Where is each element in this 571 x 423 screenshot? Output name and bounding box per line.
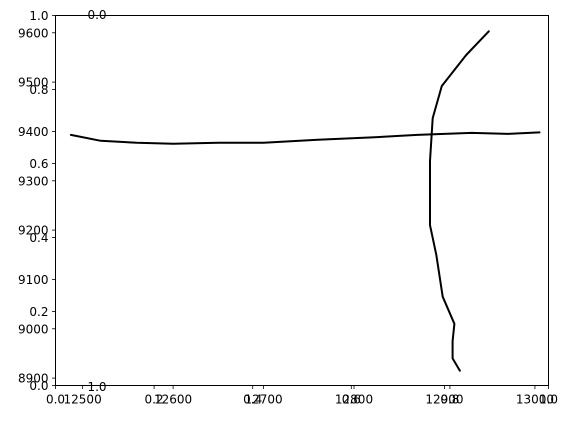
overlapping-generic-ticks: 0.00.00.20.20.40.40.60.60.80.81.01.0 [29, 9, 558, 407]
series-line-1 [69, 131, 541, 145]
y-tick-label: 9300 [18, 174, 49, 188]
y-tick-label: 9000 [18, 322, 49, 336]
y-tick-label: 9100 [18, 273, 49, 287]
generic-x-tick-label: 0.0 [46, 393, 65, 407]
overlapping-lower-label: 1.0 [87, 380, 106, 394]
y-axis-ticks: 8900 9000 9100 9200 9300 9400 9500 9600 [18, 26, 56, 386]
generic-y-tick-label: 0.2 [29, 305, 48, 319]
x-tick-label: 12600 [154, 393, 192, 407]
generic-x-tick-label: 0.4 [243, 393, 262, 407]
x-tick-label: 12700 [244, 393, 282, 407]
y-tick-label: 9600 [18, 26, 49, 40]
generic-y-tick-label: 1.0 [29, 9, 48, 23]
y-tick-label: 9400 [18, 125, 49, 139]
generic-x-tick-label: 0.6 [342, 393, 361, 407]
series-group [69, 30, 541, 372]
generic-x-tick-label: 0.2 [145, 393, 164, 407]
x-tick-label: 12900 [425, 393, 463, 407]
x-axis-ticks: 12500 12600 12700 12800 12900 13000 [64, 385, 554, 407]
plot-frame [55, 15, 549, 386]
generic-y-tick-label: 0.0 [29, 379, 48, 393]
series-line-2 [429, 30, 490, 372]
y-tick-label: 8900 [18, 372, 49, 386]
x-tick-label: 12500 [64, 393, 102, 407]
y-tick-label: 9200 [18, 224, 49, 238]
generic-x-tick-label: 1.0 [539, 393, 558, 407]
y-tick-label: 9500 [18, 76, 49, 90]
x-tick-label: 12800 [335, 393, 373, 407]
overlapping-top-label: 0.0 [87, 8, 106, 22]
generic-y-tick-label: 0.6 [29, 157, 48, 171]
generic-x-tick-label: 0.8 [440, 393, 459, 407]
generic-y-tick-label: 0.4 [29, 231, 48, 245]
x-tick-label: 13000 [516, 393, 554, 407]
generic-y-tick-label: 0.8 [29, 83, 48, 97]
